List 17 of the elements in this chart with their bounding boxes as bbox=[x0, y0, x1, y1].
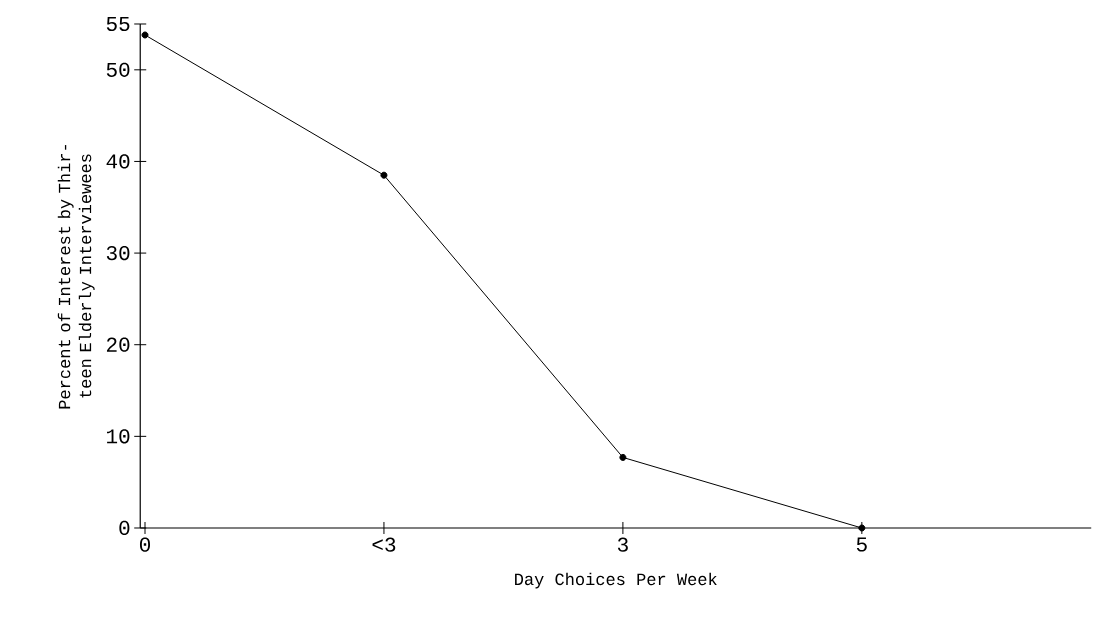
x-tick-label: <3 bbox=[372, 537, 396, 552]
point bbox=[619, 453, 627, 461]
x-axis-title: Day Choices Per Week bbox=[515, 572, 717, 589]
point bbox=[858, 524, 866, 532]
y-tick-label: 50 bbox=[106, 62, 130, 77]
y-tick-label: 30 bbox=[106, 245, 130, 261]
x-tick-label: 5 bbox=[856, 537, 867, 552]
y-tick-label: 0 bbox=[119, 520, 130, 536]
y-axis-title: Percent of Interest by Thir-teen Elderly Interviewees bbox=[57, 145, 95, 409]
y-tick-label: 20 bbox=[106, 337, 130, 352]
y-tick-label: 10 bbox=[107, 429, 130, 444]
y-tick-label: 55 bbox=[106, 16, 130, 32]
x-tick-label: 3 bbox=[617, 537, 628, 552]
y-tick-label: 40 bbox=[106, 154, 130, 169]
point bbox=[141, 31, 149, 39]
x-tick-label: 0 bbox=[139, 537, 151, 552]
point bbox=[380, 171, 388, 179]
